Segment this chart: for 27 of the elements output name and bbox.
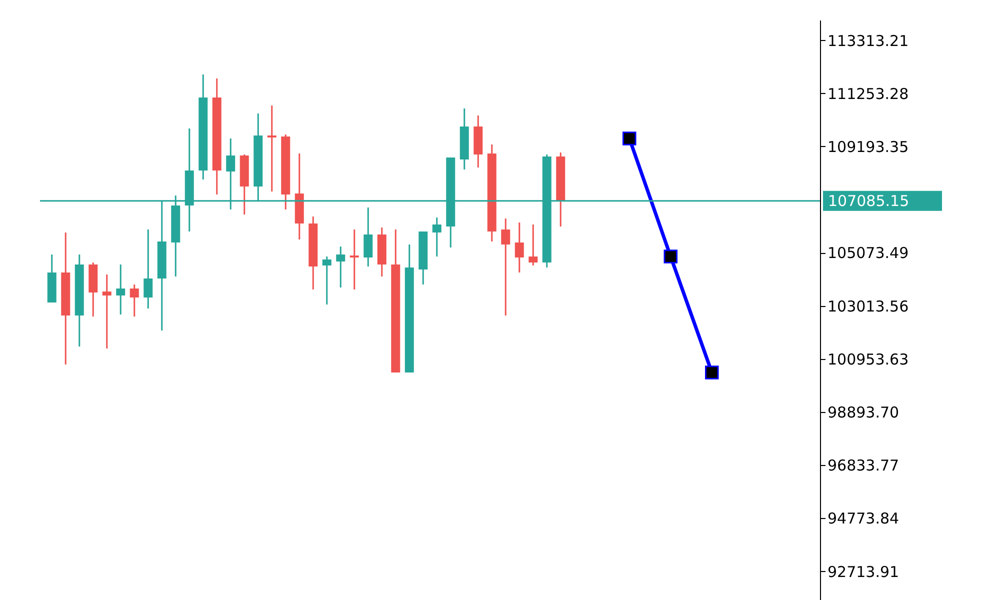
point <box>622 132 636 146</box>
ref-line-label: 107085.15 <box>828 192 910 210</box>
candlestick <box>322 256 332 306</box>
y-tick-label: 100953.63 <box>828 350 909 368</box>
y-tick-label: 109193.35 <box>828 138 909 156</box>
y-tick-label: 98893.70 <box>828 403 900 422</box>
y-tick-label: 96833.77 <box>828 456 900 475</box>
y-tick-label: 111253.28 <box>828 84 909 103</box>
candlestick <box>130 284 139 318</box>
candlestick <box>350 228 359 290</box>
y-tick-label: 92713.91 <box>828 562 900 581</box>
y-tick-label: 113313.21 <box>828 32 909 50</box>
candlestick <box>336 246 346 288</box>
y-tick-label: 94773.84 <box>828 510 900 528</box>
candlestick <box>528 224 538 266</box>
point <box>664 250 678 264</box>
candlestick <box>364 206 373 268</box>
candlestick <box>144 228 153 310</box>
y-tick-label: 103013.56 <box>828 297 909 316</box>
candlestick <box>102 274 112 350</box>
candlestick <box>267 104 276 192</box>
candlestick <box>501 218 510 316</box>
candlestick <box>514 222 524 274</box>
candlestick <box>116 264 126 316</box>
y-tick-label: 105073.49 <box>828 244 909 262</box>
candlestick <box>432 216 442 258</box>
point <box>705 366 719 380</box>
